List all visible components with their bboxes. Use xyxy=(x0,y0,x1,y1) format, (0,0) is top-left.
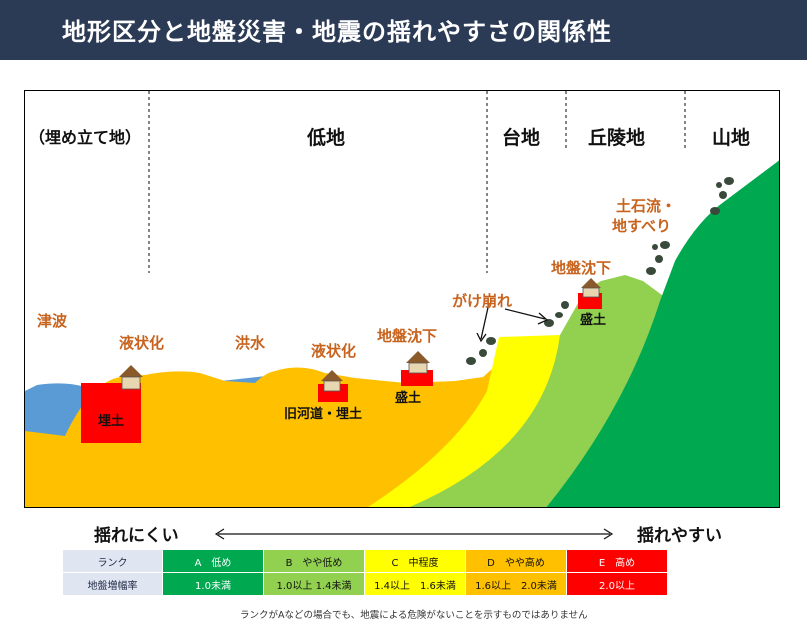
soil-landfill xyxy=(81,383,141,443)
hazard-tsunami: 津波 xyxy=(37,312,68,330)
zone-dividers xyxy=(148,91,686,273)
rank-c: C 中程度 xyxy=(364,549,466,573)
ground-orange xyxy=(25,361,501,507)
zone-mountain: 山地 xyxy=(712,127,751,149)
rate-header: 地盤増幅率 xyxy=(62,572,163,596)
axis-arrow xyxy=(214,528,614,540)
soil-label-fill-2: 盛土 xyxy=(580,313,607,328)
title-bar: 地形区分と地盤災害・地震の揺れやすさの関係性 xyxy=(0,0,807,60)
house-icon xyxy=(119,365,143,390)
ground-green xyxy=(546,160,779,507)
zone-hills: 丘陵地 xyxy=(588,127,646,149)
disclaimer-note: ランクがAなどの場合でも、地震による危険がないことを示すものではありません xyxy=(240,610,588,621)
page-title: 地形区分と地盤災害・地震の揺れやすさの関係性 xyxy=(62,18,612,46)
rank-a: A 低め xyxy=(162,549,264,573)
hazard-cliff-collapse: がけ崩れ xyxy=(452,292,513,310)
rocks xyxy=(466,177,734,365)
soil-fill1 xyxy=(401,370,433,386)
hazard-debris-flow-1: 土石流・ xyxy=(616,197,677,215)
rate-a: 1.0未満 xyxy=(162,572,264,596)
hazard-subsidence-1: 地盤沈下 xyxy=(377,327,438,345)
rank-row: ランク A 低め B やや低め C 中程度 D やや高め E 高め xyxy=(62,549,668,573)
house-icon xyxy=(581,278,601,298)
rate-e: 2.0以上 xyxy=(566,572,668,596)
rate-d: 1.6以上 2.0未満 xyxy=(465,572,567,596)
rank-header: ランク xyxy=(62,549,163,573)
zone-lowland: 低地 xyxy=(307,127,346,149)
soil-label-old-river: 旧河道・埋土 xyxy=(284,407,363,422)
zone-landfill: （埋め立て地） xyxy=(29,128,142,147)
hazard-liquefaction-2: 液状化 xyxy=(311,342,357,360)
rate-c: 1.4以上 1.6未満 xyxy=(364,572,466,596)
hazard-liquefaction-1: 液状化 xyxy=(119,334,165,352)
terrain-cross-section xyxy=(25,91,779,507)
hazard-flood: 洪水 xyxy=(235,334,266,352)
axis-label-left: 揺れにくい xyxy=(94,526,179,546)
house-icon xyxy=(406,351,430,374)
rank-b: B やや低め xyxy=(263,549,365,573)
hazard-subsidence-2: 地盤沈下 xyxy=(551,259,612,277)
rate-b: 1.0以上 1.4未満 xyxy=(263,572,365,596)
house-icon xyxy=(321,370,343,392)
rank-e: E 高め xyxy=(566,549,668,573)
soil-label-fill-1: 盛土 xyxy=(395,391,422,406)
terrain-diagram: （埋め立て地） 低地 台地 丘陵地 山地 津波 液状化 洪水 液状化 地盤沈下 … xyxy=(24,90,780,508)
hazard-debris-flow-2: 地すべり xyxy=(612,217,671,235)
axis-label-right: 揺れやすい xyxy=(637,526,722,546)
cliff-arrows xyxy=(476,302,549,343)
zone-plateau: 台地 xyxy=(502,127,541,149)
rank-table: ランク A 低め B やや低め C 中程度 D やや高め E 高め 地盤増幅率 … xyxy=(62,549,668,596)
rank-d: D やや高め xyxy=(465,549,567,573)
soil-label-landfill: 埋土 xyxy=(98,414,125,429)
rate-row: 地盤増幅率 1.0未満 1.0以上 1.4未満 1.4以上 1.6未満 1.6以… xyxy=(62,572,668,596)
